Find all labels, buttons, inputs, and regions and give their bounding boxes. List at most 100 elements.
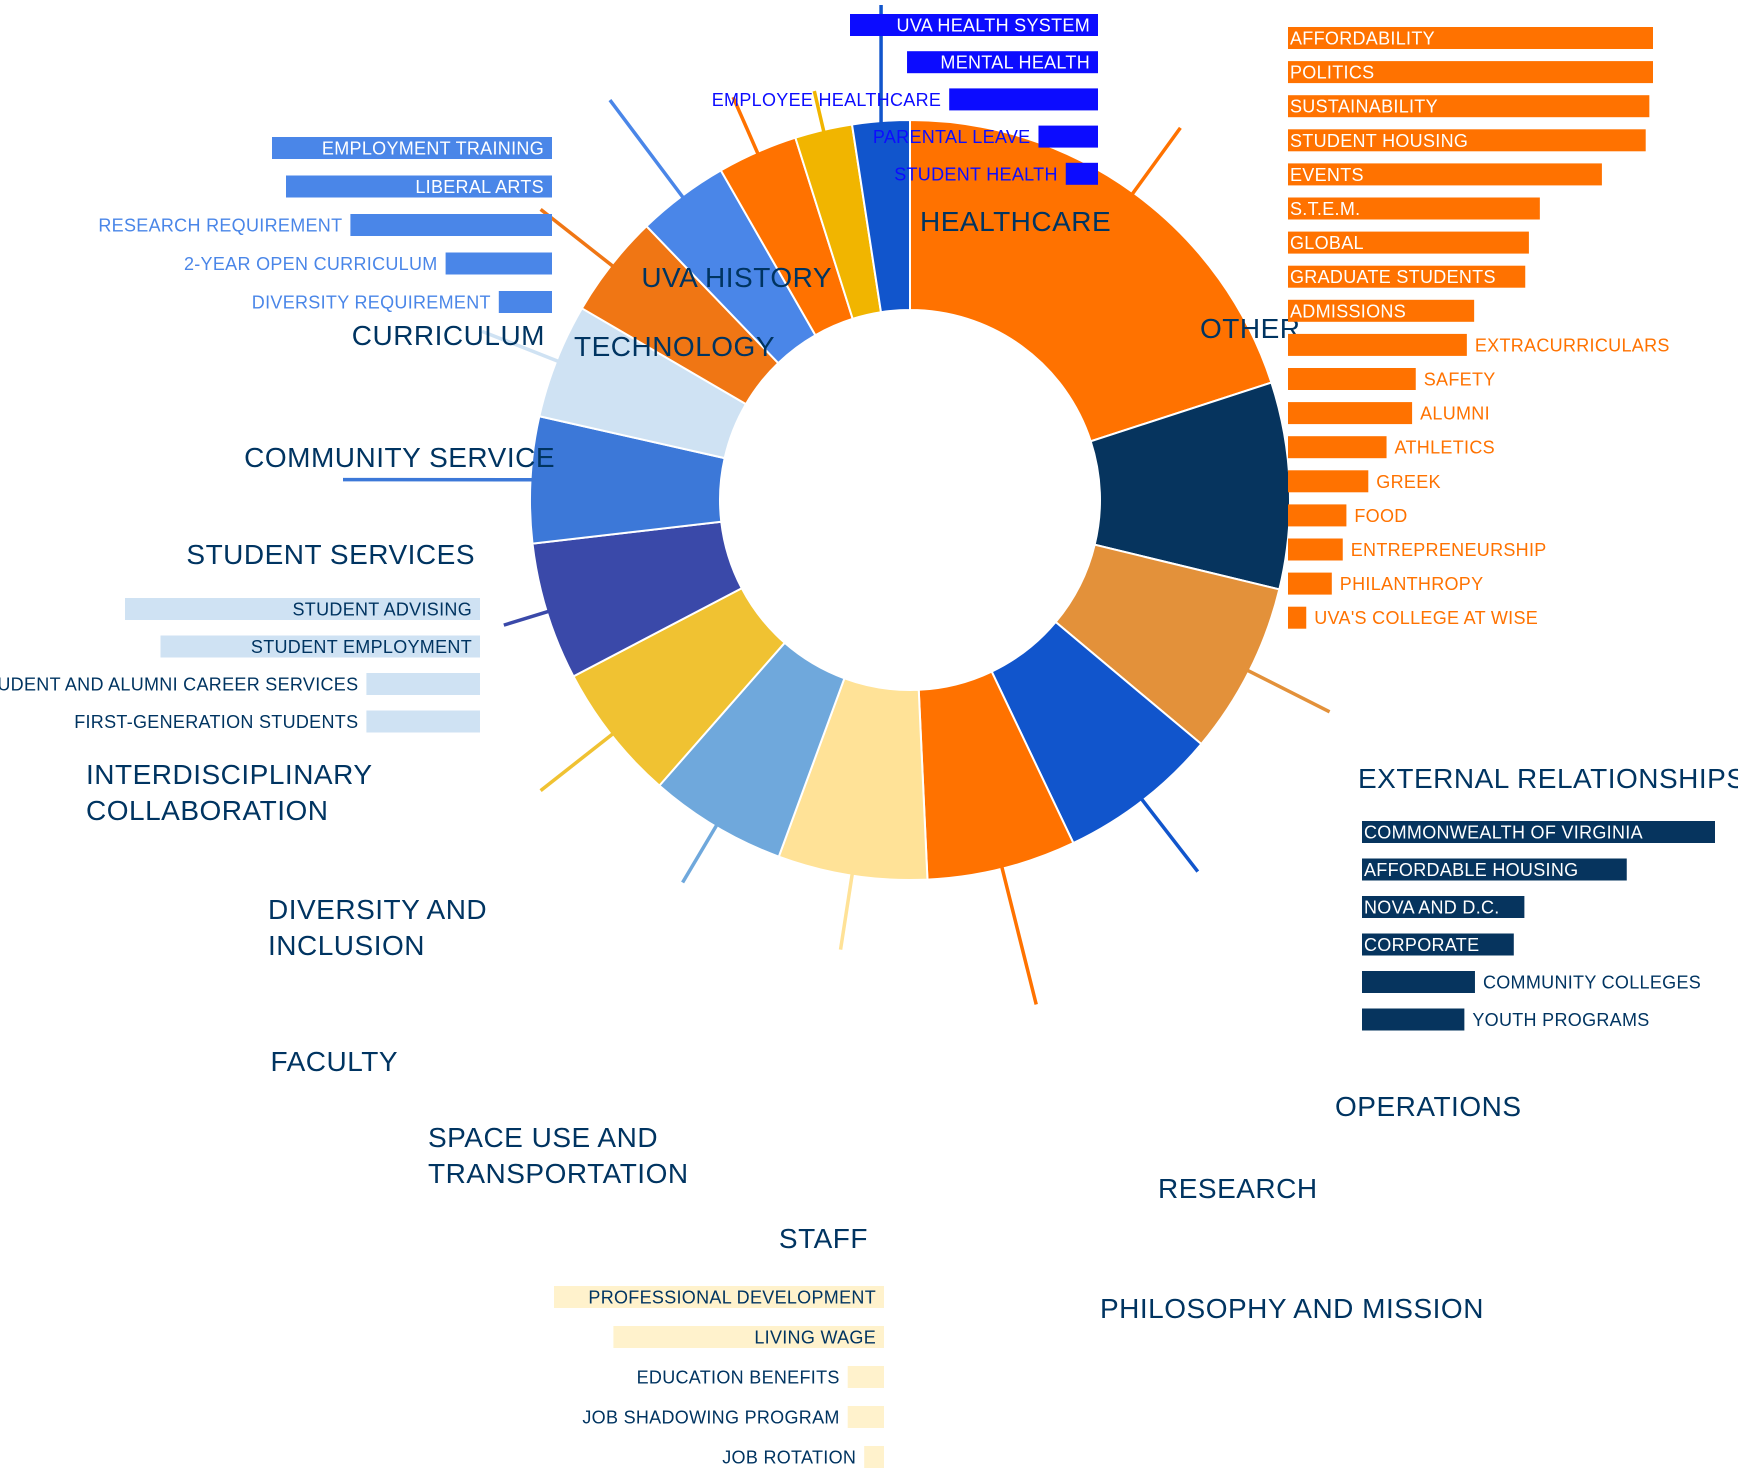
sub-bar-global xyxy=(1288,231,1529,254)
sub-label-alumni: ALUMNI xyxy=(1420,404,1490,424)
sub-label-philanthropy: PHILANTHROPY xyxy=(1340,574,1484,594)
leader-diversity-and-inclusion xyxy=(503,609,550,627)
sub-label-entrepreneurship: ENTREPRENEURSHIP xyxy=(1351,540,1547,560)
category-label-interdisciplinary-collaboration-line2: COLLABORATION xyxy=(86,795,328,826)
sub-label-admissions: ADMISSIONS xyxy=(1290,301,1406,321)
sub-bar-extracurriculars xyxy=(1288,333,1467,356)
sub-bar-job-shadowing-program xyxy=(847,1406,884,1428)
sub-bar-professional-development xyxy=(554,1286,884,1308)
sub-bar-education-benefits xyxy=(847,1366,884,1388)
category-label-interdisciplinary-collaboration-line1: INTERDISCIPLINARY xyxy=(86,759,373,790)
sub-label-s-t-e-m: S.T.E.M. xyxy=(1290,199,1360,219)
sub-label-politics: POLITICS xyxy=(1290,63,1374,83)
sub-bar-uva-s-college-at-wise xyxy=(1288,606,1307,629)
sub-label-graduate-students: GRADUATE STUDENTS xyxy=(1290,267,1496,287)
sub-bar-student-advising xyxy=(125,598,480,620)
donut-slices xyxy=(529,118,1291,881)
sub-label-employment-training: EMPLOYMENT TRAINING xyxy=(322,139,544,159)
sub-label-community-colleges: COMMUNITY COLLEGES xyxy=(1483,973,1701,993)
subcategory-group-curriculum: EMPLOYMENT TRAINING LIBERAL ARTS RESEARCH … xyxy=(98,137,552,313)
sub-bar-uva-health-system xyxy=(850,14,1098,36)
sub-label-student-advising: STUDENT ADVISING xyxy=(293,600,473,620)
sub-bar-diversity-requirement xyxy=(498,291,552,313)
leader-philosophy-and-mission xyxy=(1000,866,1038,1005)
sub-label-greek: GREEK xyxy=(1376,472,1441,492)
category-label-healthcare: HEALTHCARE xyxy=(920,206,1111,237)
sub-label-safety: SAFETY xyxy=(1424,370,1496,390)
sub-label-affordable-housing: AFFORDABLE HOUSING xyxy=(1364,860,1578,880)
slice-healthcare xyxy=(850,118,911,314)
sub-label-living-wage: LIVING WAGE xyxy=(754,1328,876,1348)
sub-bar-food xyxy=(1288,504,1347,527)
category-label-technology: TECHNOLOGY xyxy=(574,331,775,362)
sub-bar-admissions xyxy=(1288,299,1475,322)
sub-bar-mental-health xyxy=(907,51,1098,74)
leader-community-service xyxy=(539,208,615,268)
sub-bar-entrepreneurship xyxy=(1288,538,1343,561)
category-label-student-services: STUDENT SERVICES xyxy=(186,539,475,570)
sub-bar-greek xyxy=(1288,470,1369,493)
sub-label-youth-programs: YOUTH PROGRAMS xyxy=(1472,1010,1649,1030)
sub-bar-student-housing xyxy=(1288,129,1646,152)
sub-label-extracurriculars: EXTRACURRICULARS xyxy=(1475,335,1670,355)
sub-label-uva-health-system: UVA HEALTH SYSTEM xyxy=(897,16,1090,36)
leader-staff xyxy=(838,873,855,950)
sub-bar-community-colleges xyxy=(1362,971,1475,993)
sub-bar-student-health xyxy=(1065,162,1098,185)
sub-label-2-year-open-curriculum: 2-YEAR OPEN CURRICULUM xyxy=(184,254,438,274)
sub-label-food: FOOD xyxy=(1354,506,1407,526)
leader-operations xyxy=(1246,668,1331,714)
leader-other xyxy=(1130,126,1182,196)
category-label-operations: OPERATIONS xyxy=(1335,1091,1522,1122)
sub-label-events: EVENTS xyxy=(1290,165,1364,185)
sub-bar-politics xyxy=(1288,61,1653,84)
sub-label-first-generation-students: FIRST-GENERATION STUDENTS xyxy=(74,712,358,732)
sub-bar-nova-and-d-c xyxy=(1362,896,1525,918)
sub-bar-first-generation-students xyxy=(366,710,480,733)
category-label-diversity-and-inclusion-line2: INCLUSION xyxy=(268,930,425,961)
category-label-space-use-and-transportation-line1: SPACE USE AND xyxy=(428,1122,658,1153)
subcategory-group-student-services: STUDENT ADVISING STUDENT EMPLOYMENT STUDEN… xyxy=(0,598,480,733)
category-label-external-relationships: EXTERNAL RELATIONSHIPS xyxy=(1358,763,1738,794)
sub-label-student-and-alumni-career-services: STUDENT AND ALUMNI CAREER SERVICES xyxy=(0,675,358,695)
category-label-space-use-and-transportation-line2: TRANSPORTATION xyxy=(428,1158,689,1189)
sub-bar-liberal-arts xyxy=(286,175,552,198)
sub-label-nova-and-d-c: NOVA AND D.C. xyxy=(1364,898,1500,918)
sub-label-sustainability: SUSTAINABILITY xyxy=(1290,97,1438,117)
sub-bar-graduate-students xyxy=(1288,265,1526,288)
sub-bar-affordable-housing xyxy=(1362,858,1627,881)
sub-bar-employee-healthcare xyxy=(949,88,1098,111)
sub-bar-youth-programs xyxy=(1362,1008,1465,1031)
sub-bar-s-t-e-m xyxy=(1288,197,1540,220)
sub-bar-student-and-alumni-career-services xyxy=(366,673,480,695)
sub-bar-affordability xyxy=(1288,27,1653,49)
leader-technology xyxy=(731,96,760,155)
sub-label-research-requirement: RESEARCH REQUIREMENT xyxy=(98,216,342,236)
sub-bar-commonwealth-of-virginia xyxy=(1362,821,1715,843)
sub-label-education-benefits: EDUCATION BENEFITS xyxy=(637,1368,840,1388)
category-label-staff: STAFF xyxy=(779,1223,868,1254)
sub-label-student-health: STUDENT HEALTH xyxy=(894,164,1058,184)
sub-bar-events xyxy=(1288,163,1602,186)
category-label-philosophy-and-mission: PHILOSOPHY AND MISSION xyxy=(1100,1293,1484,1324)
leader-faculty xyxy=(539,732,615,792)
category-label-community-service: COMMUNITY SERVICE xyxy=(244,442,555,473)
category-labels: OTHER EXTERNAL RELATIONSHIPS OPERATIONS RES… xyxy=(86,5,1738,1324)
sub-label-commonwealth-of-virginia: COMMONWEALTH OF VIRGINIA xyxy=(1364,823,1643,843)
sub-bar-sustainability xyxy=(1288,95,1650,118)
sub-bar-alumni xyxy=(1288,402,1413,425)
category-label-faculty: FACULTY xyxy=(271,1046,398,1077)
sub-bar-living-wage xyxy=(613,1326,884,1348)
sub-label-professional-development: PROFESSIONAL DEVELOPMENT xyxy=(588,1288,876,1308)
subcategory-group-other: AFFORDABILITY POLITICS SUSTAINABILITY STUDE… xyxy=(1288,27,1670,629)
sub-bar-job-rotation xyxy=(864,1446,884,1468)
category-label-research: RESEARCH xyxy=(1158,1173,1318,1204)
sub-label-uva-s-college-at-wise: UVA'S COLLEGE AT WISE xyxy=(1314,608,1538,628)
sub-bar-parental-leave xyxy=(1038,125,1098,148)
category-label-other: OTHER xyxy=(1200,313,1301,344)
sub-bar-employment-training xyxy=(272,137,552,159)
sub-bar-safety xyxy=(1288,368,1416,390)
sub-label-corporate: CORPORATE xyxy=(1364,935,1479,955)
leader-research xyxy=(1140,797,1200,873)
